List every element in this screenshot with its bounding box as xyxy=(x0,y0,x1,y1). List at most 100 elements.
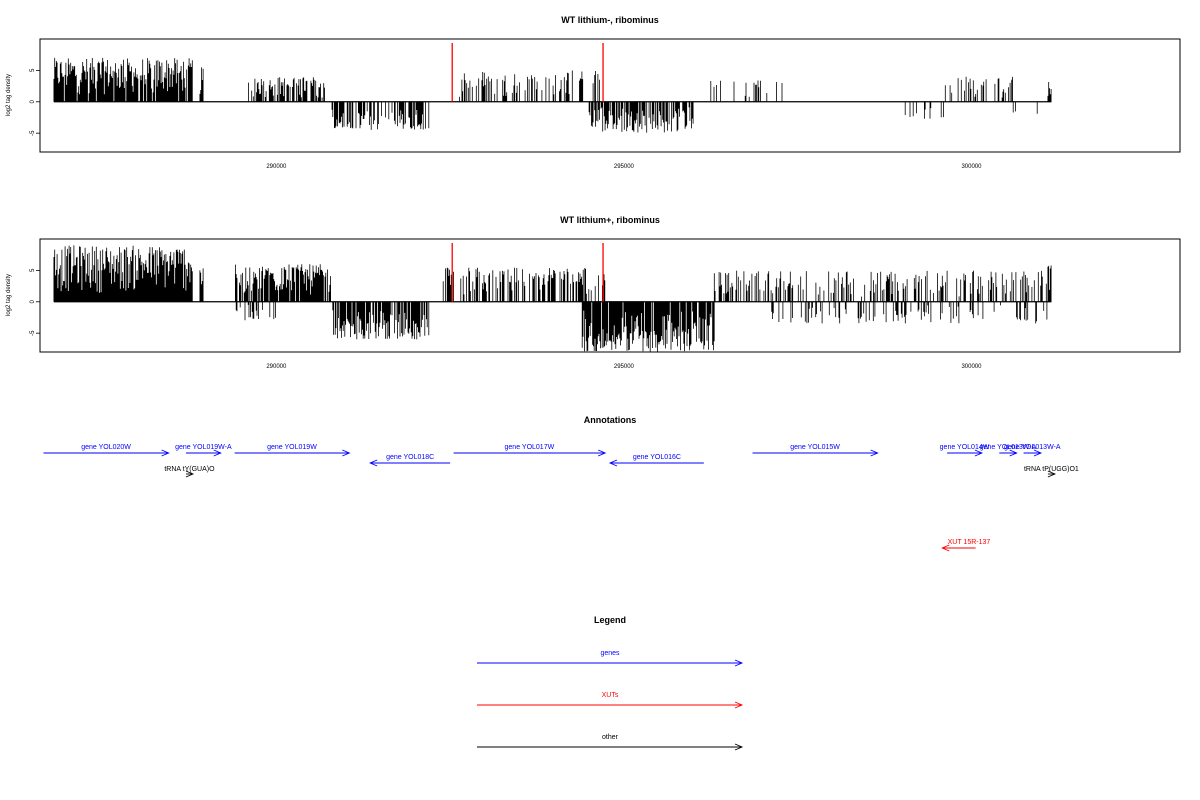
legend-panel: Legend genes XUTs other xyxy=(477,615,744,751)
annotation-items: gene YOL020W gene YOL019W-A gene YOL019W ge… xyxy=(43,444,1079,552)
panel-1-ylabel: log2 tag density xyxy=(6,74,12,116)
x-tick-label: 295000 xyxy=(614,364,635,370)
signal-bars xyxy=(710,80,783,102)
signal-bars xyxy=(904,101,944,119)
signal-bars xyxy=(332,301,430,340)
panel-1-marker-lines xyxy=(451,43,604,102)
signal-bars xyxy=(235,264,331,302)
x-tick-label: 300000 xyxy=(961,164,982,170)
signal-bars xyxy=(331,101,430,130)
annotation-label: gene YOL014W xyxy=(940,444,990,451)
legend-entry-xut: XUTs xyxy=(477,692,744,709)
signal-bars xyxy=(1047,265,1052,302)
annotation-label: gene YOL019W-A xyxy=(175,444,232,451)
annotation-xut: XUT 15R-137 xyxy=(941,539,991,552)
signal-bars xyxy=(944,76,1013,102)
annotation-label: gene YOL020W xyxy=(81,444,131,451)
panel-2-title: WT lithium+, ribominus xyxy=(560,215,660,225)
panel-1-signal xyxy=(53,57,1052,133)
annotation-label: gene YOL016C xyxy=(633,454,681,461)
signal-bars xyxy=(1012,101,1038,114)
signal-bars xyxy=(588,101,694,133)
annotation-gene: gene YOL014W xyxy=(940,444,990,457)
annotation-arrow-head xyxy=(1009,449,1018,457)
y-tick-label: 0 xyxy=(30,99,36,103)
y-tick-label: 5 xyxy=(30,268,36,272)
annotation-arrow-head xyxy=(941,544,950,552)
annotation-arrow-head xyxy=(734,743,744,751)
annotation-gene: gene YOL016C xyxy=(608,454,704,467)
annotations-panel: Annotations gene YOL020W gene YOL019W-A ge… xyxy=(43,415,1079,552)
annotation-arrow-head xyxy=(1033,449,1043,457)
signal-bars xyxy=(459,70,600,102)
annotation-label: gene YOL017W xyxy=(505,444,555,451)
annotation-other: tRNA tY(GUA)O xyxy=(164,466,215,478)
signal-bars xyxy=(1047,82,1052,102)
signal-bars xyxy=(442,267,606,302)
panel-1-frame xyxy=(39,38,1181,153)
annotation-arrow-head xyxy=(161,449,170,457)
legend-label: genes xyxy=(600,650,620,657)
legend-entry-gene: genes xyxy=(477,650,744,667)
annotations-title: Annotations xyxy=(584,415,637,425)
panel-2: WT lithium+, ribominus log2 tag density … xyxy=(6,215,1181,370)
annotation-arrow-head xyxy=(369,459,378,467)
y-tick-label: -5 xyxy=(30,330,36,336)
x-tick-label: 300000 xyxy=(961,364,982,370)
annotation-arrow-head xyxy=(974,449,984,457)
legend-label: other xyxy=(602,734,619,741)
panel-2-marker-lines xyxy=(451,243,604,302)
signal-bars xyxy=(713,270,1047,302)
annotation-label: gene YOL019W xyxy=(267,444,317,451)
annotation-gene: gene YOL020W xyxy=(43,444,170,457)
legend-label: XUTs xyxy=(602,692,619,699)
signal-bars xyxy=(199,268,204,302)
panel-1-title: WT lithium-, ribominus xyxy=(561,15,659,25)
signal-bars xyxy=(771,301,1048,324)
annotation-arrow-head xyxy=(870,449,879,457)
annotation-other: tRNA tP(UGG)O1 xyxy=(1024,466,1079,478)
legend-entry-other: other xyxy=(477,734,744,751)
signal-bars xyxy=(199,67,204,102)
panel-2-axes: -5 0 5 290000 295000 300000 xyxy=(30,268,982,370)
signal-bars xyxy=(53,57,193,102)
panel-1-axes: -5 0 5 290000 295000 300000 xyxy=(30,68,982,170)
legend-items: genes XUTs other xyxy=(477,650,744,751)
annotation-arrow-head xyxy=(185,470,195,478)
panel-2-frame xyxy=(39,238,1181,353)
y-tick-label: 0 xyxy=(30,299,36,303)
panel-1: WT lithium-, ribominus log2 tag density … xyxy=(6,15,1181,170)
annotation-label: XUT 15R-137 xyxy=(948,539,991,546)
annotation-gene: gene YOL013W-A xyxy=(1004,444,1061,457)
x-tick-label: 290000 xyxy=(266,164,287,170)
annotation-gene: gene YOL018C xyxy=(369,454,451,467)
annotation-arrow-head xyxy=(1047,470,1057,478)
annotation-label: gene YOL013W-A xyxy=(980,444,1037,451)
panel-2-signal xyxy=(53,245,1052,352)
annotation-label: tRNA tP(UGG)O1 xyxy=(1024,466,1079,473)
annotation-gene: gene YOL015W xyxy=(752,444,879,457)
annotation-arrow-head xyxy=(597,449,607,457)
annotation-arrow-head xyxy=(734,659,744,667)
signal-bars xyxy=(53,245,193,302)
signal-bars xyxy=(581,301,715,352)
x-tick-label: 295000 xyxy=(614,164,635,170)
annotation-gene: gene YOL019W xyxy=(234,444,351,457)
annotation-label: tRNA tY(GUA)O xyxy=(164,466,215,473)
y-tick-label: -5 xyxy=(30,130,36,136)
annotation-gene: gene YOL019W-A xyxy=(175,444,232,457)
annotation-label: gene YOL015W xyxy=(790,444,840,451)
annotation-gene: gene YOL013W-A xyxy=(980,444,1037,457)
annotation-arrow-head xyxy=(342,449,351,457)
annotation-arrow-head xyxy=(608,459,618,467)
annotation-arrow-head xyxy=(213,449,222,457)
annotation-arrow-head xyxy=(734,701,744,709)
annotation-label: gene YOL013W-A xyxy=(1004,444,1061,451)
signal-bars xyxy=(235,301,276,321)
y-tick-label: 5 xyxy=(30,68,36,72)
annotation-label: gene YOL018C xyxy=(386,454,434,461)
x-tick-label: 290000 xyxy=(266,364,287,370)
panel-2-ylabel: log2 tag density xyxy=(6,274,12,316)
signal-bars xyxy=(248,77,325,102)
